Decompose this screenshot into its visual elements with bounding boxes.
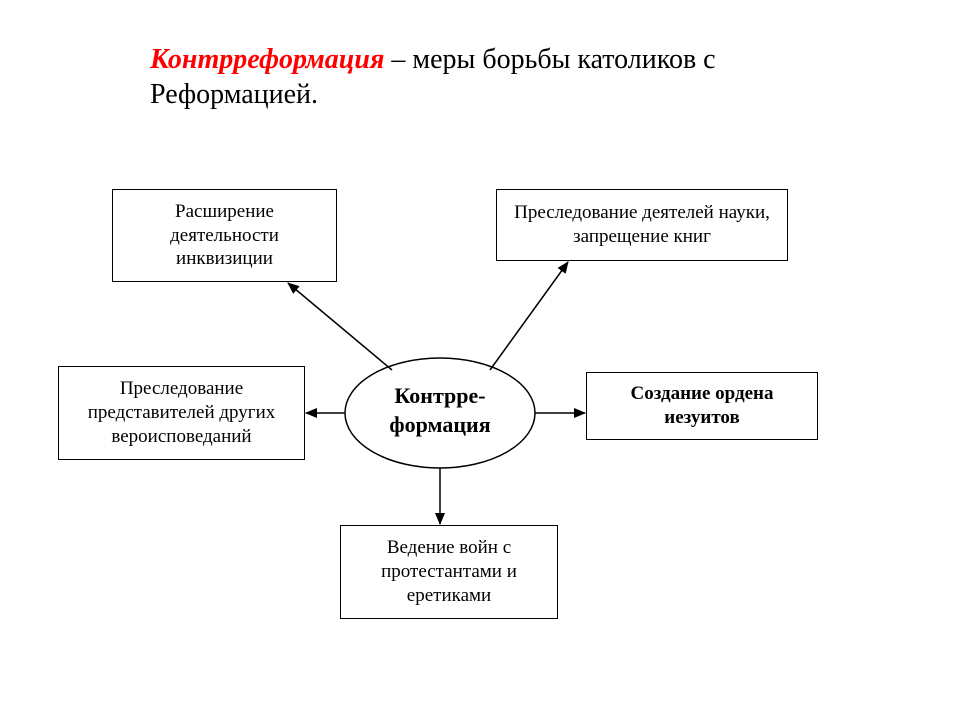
edge-arrow: [490, 262, 568, 370]
node-label: Преследование представителей других веро…: [59, 371, 304, 454]
heading-dash: –: [384, 44, 412, 75]
node-top-left: Расширение деятельности инквизиции: [112, 189, 337, 282]
page-title: Контрреформация – меры борьбы католиков …: [150, 42, 850, 112]
node-label: Создание ордена иезуитов: [587, 376, 817, 436]
center-label-line1: Контрре-: [394, 383, 485, 408]
diagram-canvas: Контрреформация – меры борьбы католиков …: [0, 0, 960, 720]
heading-term: Контрреформация: [150, 44, 384, 75]
edge-arrow: [288, 283, 392, 370]
node-right: Создание ордена иезуитов: [586, 372, 818, 440]
node-top-right: Преследование деятелей науки, запрещение…: [496, 189, 788, 261]
node-label: Ведение войн с протестантами и еретиками: [341, 530, 557, 613]
node-bottom: Ведение войн с протестантами и еретиками: [340, 525, 558, 619]
node-left: Преследование представителей других веро…: [58, 366, 305, 460]
center-node: Контрре- формация: [345, 382, 535, 439]
node-label: Расширение деятельности инквизиции: [113, 194, 336, 277]
center-label-line2: формация: [389, 412, 490, 437]
node-label: Преследование деятелей науки, запрещение…: [497, 195, 787, 255]
